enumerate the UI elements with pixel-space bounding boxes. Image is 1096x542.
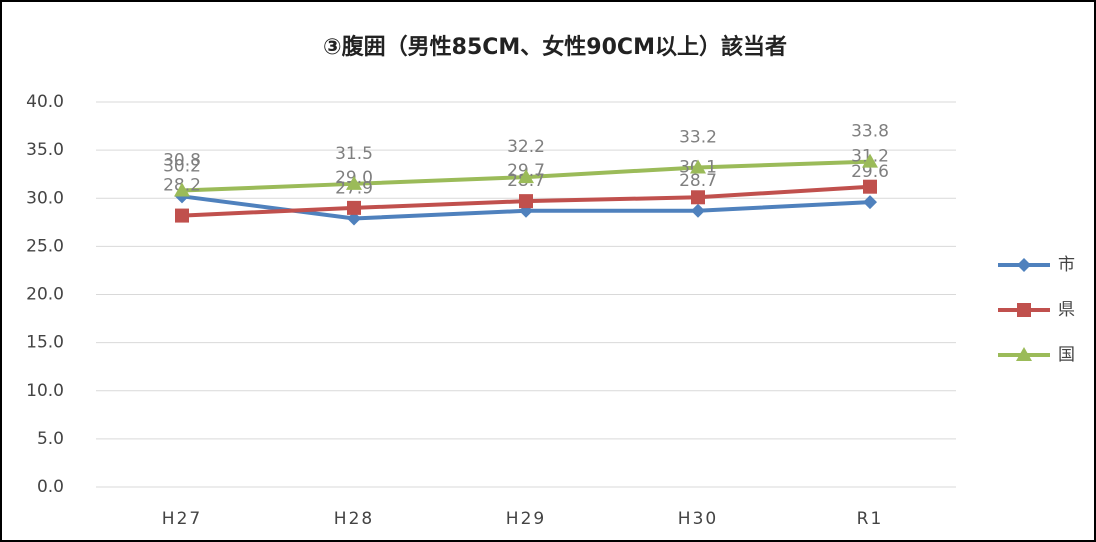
x-tick-label: H27 [162, 509, 202, 529]
data-label: 33.8 [851, 122, 889, 142]
y-tick-label: 10.0 [26, 381, 64, 401]
point-marker [174, 182, 190, 197]
data-label: 30.2 [163, 156, 201, 176]
point-marker [175, 208, 189, 223]
legend-marker [1016, 347, 1032, 361]
legend-label: 国 [1058, 345, 1075, 365]
point-marker [346, 175, 362, 190]
y-tick-label: 25.0 [26, 236, 64, 256]
point-marker [518, 169, 534, 184]
y-tick-label: 20.0 [26, 285, 64, 305]
point-marker [519, 194, 533, 209]
point-marker [863, 195, 877, 210]
y-tick-label: 15.0 [26, 333, 64, 353]
data-label: 29.6 [851, 162, 889, 182]
y-tick-label: 0.0 [37, 477, 64, 497]
legend-marker [1017, 303, 1031, 317]
y-tick-label: 30.0 [26, 188, 64, 208]
legend-label: 県 [1058, 300, 1075, 320]
point-marker [863, 179, 877, 194]
point-marker [690, 159, 706, 174]
x-tick-label: H30 [678, 509, 718, 529]
data-label: 28.7 [679, 171, 717, 191]
y-tick-label: 40.0 [26, 92, 64, 112]
data-label: 33.2 [679, 127, 717, 147]
x-tick-label: R1 [857, 509, 884, 529]
y-tick-label: 5.0 [37, 429, 64, 449]
data-label: 31.5 [335, 144, 373, 164]
data-label: 32.2 [507, 137, 545, 157]
legend-label: 市 [1058, 255, 1075, 275]
x-tick-label: H28 [334, 509, 374, 529]
y-tick-label: 35.0 [26, 140, 64, 160]
data-label: 30.8 [163, 151, 201, 171]
legend-marker [1017, 258, 1031, 272]
point-marker [691, 203, 705, 218]
point-marker [347, 200, 361, 215]
chart-title: ③腹囲（男性85CM、女性90CM以上）該当者 [323, 34, 787, 60]
point-marker [691, 190, 705, 205]
point-marker [862, 153, 878, 168]
point-marker [347, 211, 361, 226]
x-tick-label: H29 [506, 509, 546, 529]
